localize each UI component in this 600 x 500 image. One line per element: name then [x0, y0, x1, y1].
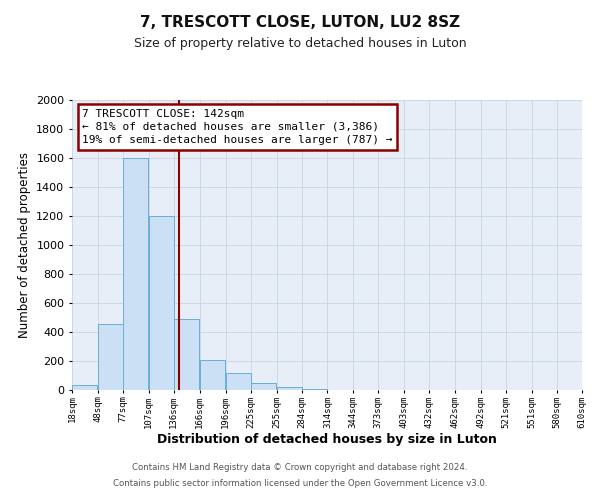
Bar	[251, 384, 275, 390]
Bar	[174, 319, 199, 390]
Text: Size of property relative to detached houses in Luton: Size of property relative to detached ho…	[134, 38, 466, 51]
Text: Contains HM Land Registry data © Crown copyright and database right 2024.: Contains HM Land Registry data © Crown c…	[132, 464, 468, 472]
Text: 7, TRESCOTT CLOSE, LUTON, LU2 8SZ: 7, TRESCOTT CLOSE, LUTON, LU2 8SZ	[140, 15, 460, 30]
X-axis label: Distribution of detached houses by size in Luton: Distribution of detached houses by size …	[157, 434, 497, 446]
Bar	[149, 216, 174, 390]
Text: 7 TRESCOTT CLOSE: 142sqm
← 81% of detached houses are smaller (3,386)
19% of sem: 7 TRESCOTT CLOSE: 142sqm ← 81% of detach…	[82, 108, 392, 145]
Bar	[72, 385, 97, 390]
Bar	[277, 387, 302, 390]
Bar	[98, 324, 123, 390]
Bar	[200, 360, 225, 390]
Bar	[123, 158, 148, 390]
Bar	[226, 372, 251, 390]
Text: Contains public sector information licensed under the Open Government Licence v3: Contains public sector information licen…	[113, 478, 487, 488]
Y-axis label: Number of detached properties: Number of detached properties	[17, 152, 31, 338]
